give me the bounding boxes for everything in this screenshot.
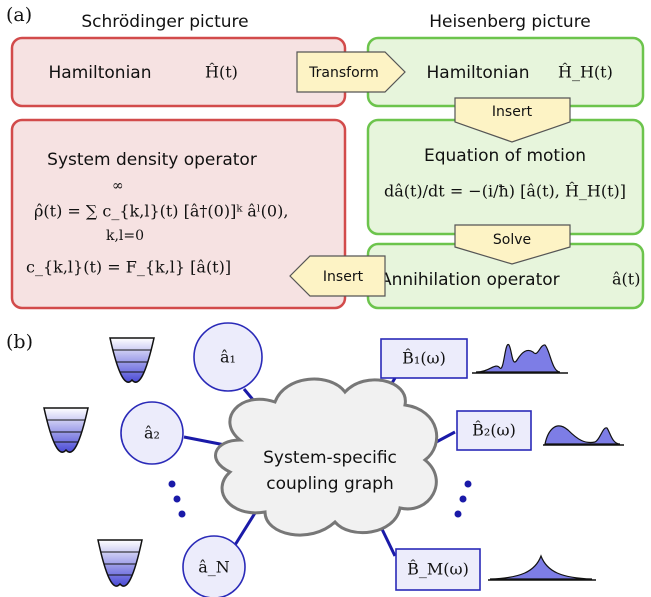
math: â(t)	[612, 270, 640, 289]
box-label: Hamiltonian	[427, 63, 530, 83]
edge	[235, 513, 255, 545]
box-title: Equation of motion	[424, 146, 586, 166]
well	[98, 540, 142, 586]
graph-label: coupling graph	[266, 474, 394, 494]
arrow-label: Solve	[493, 232, 531, 248]
mode-label: â₂	[144, 424, 160, 443]
panel-label: (b)	[6, 331, 33, 353]
bath-label: B̂₂(ω)	[472, 421, 516, 440]
ellipsis	[460, 496, 467, 503]
panel-label: (a)	[6, 4, 32, 26]
graph-label: System-specific	[263, 448, 397, 468]
column-title: Schrödinger picture	[81, 12, 248, 32]
math: Ĥ(t)	[205, 62, 238, 82]
bath-label: B̂_M(ω)	[407, 560, 469, 579]
math: dâ(t)/dt = −(i/ħ) [â(t), Ĥ_H(t)]	[384, 181, 626, 201]
ellipsis	[169, 481, 176, 488]
ellipsis	[455, 511, 462, 518]
arrow-label: Insert	[323, 269, 364, 285]
mode-label: â₁	[220, 348, 236, 367]
ellipsis	[465, 481, 472, 488]
math: ρ̂(t) = ∑ c_{k,l}(t) [â†(0)]ᵏ âˡ(0),	[34, 202, 288, 221]
arrow-label: Insert	[492, 104, 533, 120]
math: k,l=0	[106, 228, 144, 244]
box-label: Hamiltonian	[49, 63, 152, 83]
box-title: System density operator	[47, 150, 257, 170]
math: ∞	[112, 178, 124, 194]
arrow-label: Transform	[308, 65, 379, 81]
spectrum	[476, 344, 560, 372]
edge	[184, 437, 225, 445]
column-title: Heisenberg picture	[429, 12, 591, 32]
spectrum	[490, 556, 592, 579]
math: c_{k,l}(t) = F_{k,l} [â(t)]	[26, 258, 231, 277]
ellipsis	[179, 511, 186, 518]
box-label: Annihilation operator	[380, 270, 560, 290]
spectrum	[545, 426, 620, 444]
mode-label: â_N	[198, 558, 230, 577]
ellipsis	[174, 496, 181, 503]
well	[44, 408, 88, 452]
bath-label: B̂₁(ω)	[402, 349, 446, 368]
diagram: (a) Schrödinger picture Heisenberg pictu…	[0, 0, 651, 597]
well	[110, 338, 154, 382]
math: Ĥ_H(t)	[558, 62, 613, 82]
